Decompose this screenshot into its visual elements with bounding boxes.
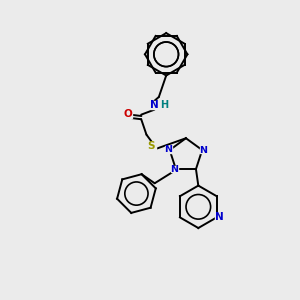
- Bar: [124, 110, 132, 118]
- Bar: [200, 147, 207, 153]
- Text: H: H: [160, 100, 168, 110]
- Bar: [150, 101, 164, 110]
- Bar: [171, 166, 178, 172]
- Text: N: N: [199, 146, 207, 154]
- Bar: [147, 142, 156, 151]
- Text: N: N: [170, 165, 178, 174]
- Text: N: N: [150, 100, 159, 110]
- Text: S: S: [148, 142, 155, 152]
- Text: N: N: [215, 212, 224, 222]
- Text: O: O: [124, 109, 132, 119]
- Bar: [165, 146, 172, 153]
- Text: N: N: [164, 145, 172, 154]
- Bar: [215, 213, 224, 221]
